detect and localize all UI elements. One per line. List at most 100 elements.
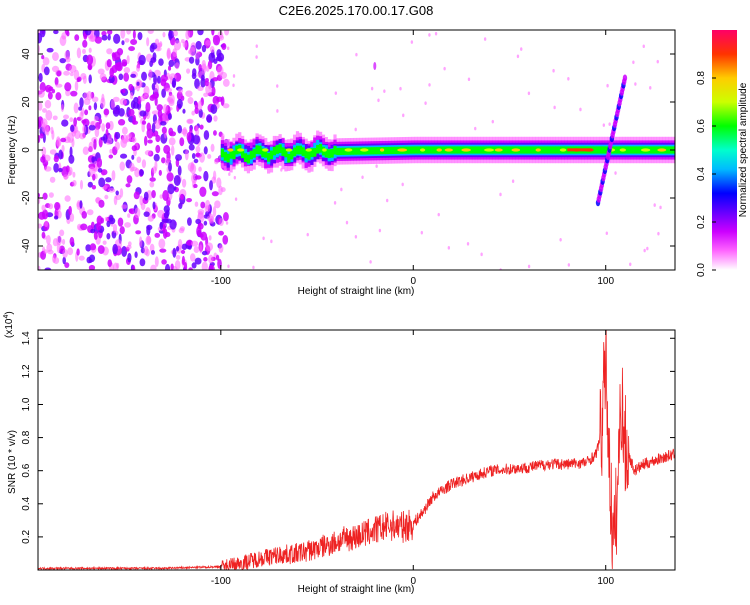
noise-blob xyxy=(44,220,49,228)
sparse-dot xyxy=(232,83,235,88)
noise-blob xyxy=(88,264,96,270)
noise-blob xyxy=(204,80,210,87)
noise-blob xyxy=(185,30,190,40)
noise-blob xyxy=(210,104,218,114)
noise-blob xyxy=(203,220,208,226)
noise-blob xyxy=(125,183,131,188)
noise-blob xyxy=(154,96,158,107)
noise-blob xyxy=(134,168,140,178)
noise-blob xyxy=(187,96,194,105)
signal-band xyxy=(653,146,658,154)
signal-band xyxy=(350,147,354,155)
noise-blob xyxy=(146,37,150,47)
signal-band xyxy=(630,146,634,154)
noise-blob xyxy=(107,259,113,268)
sparse-dot xyxy=(340,187,343,192)
noise-blob xyxy=(211,86,216,97)
noise-blob xyxy=(216,177,222,189)
snr-ytick-label: 1.2 xyxy=(21,364,32,378)
noise-blob xyxy=(195,40,202,50)
noise-blob xyxy=(166,47,171,59)
noise-blob xyxy=(151,83,156,91)
noise-blob xyxy=(70,90,78,97)
noise-blob xyxy=(213,115,218,122)
noise-blob xyxy=(111,170,116,181)
noise-blob xyxy=(94,36,102,44)
noise-blob xyxy=(98,199,105,208)
signal-peak xyxy=(360,148,369,152)
noise-blob xyxy=(209,46,215,53)
noise-blob xyxy=(124,38,130,43)
noise-blob xyxy=(38,102,43,111)
noise-blob xyxy=(38,223,43,229)
noise-blob xyxy=(214,200,221,209)
noise-blob xyxy=(144,135,148,146)
signal-band xyxy=(549,146,554,154)
signal-band xyxy=(258,145,262,155)
noise-blob xyxy=(189,253,196,262)
noise-blob xyxy=(61,119,69,127)
noise-blob xyxy=(84,30,92,36)
noise-blob xyxy=(218,185,223,196)
sparse-dot xyxy=(559,237,562,242)
signal-band xyxy=(261,148,265,158)
noise-blob xyxy=(221,43,227,51)
noise-blob xyxy=(120,30,126,39)
sparse-dot xyxy=(467,77,471,82)
noise-blob xyxy=(67,247,74,256)
noise-blob xyxy=(88,35,96,42)
noise-blob xyxy=(175,245,180,252)
sparse-dot xyxy=(234,197,238,201)
sparse-dot xyxy=(424,101,427,105)
noise-blob xyxy=(180,193,185,201)
sparse-dot xyxy=(378,228,382,233)
noise-blob xyxy=(164,263,171,270)
noise-blob xyxy=(41,209,49,220)
noise-blob xyxy=(198,63,202,72)
noise-blob xyxy=(201,44,207,53)
spectrogram-ytick-label: -40 xyxy=(21,238,32,253)
noise-blob xyxy=(61,166,69,178)
noise-blob xyxy=(43,66,50,76)
signal-peak xyxy=(640,148,651,152)
snr-xlabel: Height of straight line (km) xyxy=(298,584,415,595)
noise-blob xyxy=(214,158,219,165)
noise-blob xyxy=(108,154,114,159)
noise-blob xyxy=(201,261,208,270)
noise-blob xyxy=(64,195,71,202)
sparse-dot xyxy=(226,46,230,51)
snr-ytick-label: 0.4 xyxy=(21,496,32,510)
signal-peak xyxy=(535,148,541,152)
noise-blob xyxy=(205,210,210,217)
sparse-dot xyxy=(375,164,378,168)
noise-blob xyxy=(172,77,177,88)
noise-blob xyxy=(159,248,167,253)
signal-peak xyxy=(322,148,327,152)
sparse-dot xyxy=(480,252,483,257)
snr-ytick-label: 0.8 xyxy=(21,430,32,444)
noise-blob xyxy=(168,30,173,41)
signal-band xyxy=(342,147,346,155)
signal-band xyxy=(529,146,533,154)
noise-blob xyxy=(54,201,61,211)
noise-blob xyxy=(79,200,83,209)
noise-blob xyxy=(166,172,174,182)
noise-blob xyxy=(161,157,166,164)
noise-blob xyxy=(211,176,217,184)
signal-peak xyxy=(227,148,234,152)
noise-blob xyxy=(112,96,120,103)
sparse-dot xyxy=(634,82,637,86)
noise-blob xyxy=(93,138,97,150)
noise-blob xyxy=(65,56,71,63)
noise-blob xyxy=(108,120,114,131)
sparse-dot xyxy=(354,127,357,132)
noise-blob xyxy=(130,73,137,78)
sparse-dot xyxy=(401,182,404,187)
noise-blob xyxy=(51,65,60,73)
noise-blob xyxy=(212,206,217,218)
signal-band xyxy=(249,150,253,160)
noise-blob xyxy=(81,119,87,124)
noise-blob xyxy=(146,122,152,132)
noise-blob xyxy=(119,98,127,106)
